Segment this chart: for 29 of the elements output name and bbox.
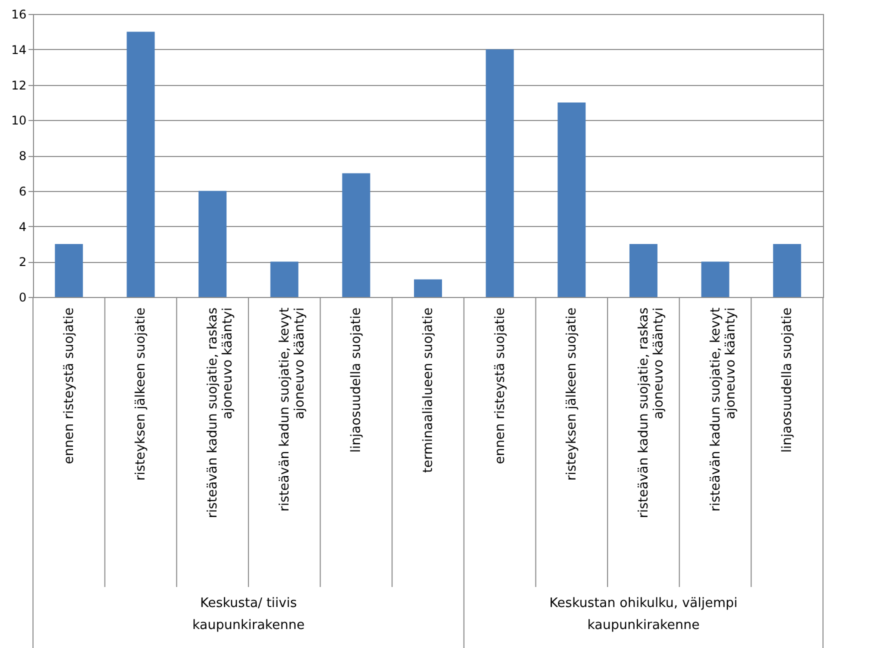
y-tick-label: 10 xyxy=(11,114,26,128)
x-tick-label: terminaalialueen suojatie xyxy=(421,308,436,473)
x-tick-label: ennen risteystä suojatie xyxy=(62,308,77,464)
x-tick-label: linjaosuudella suojatie xyxy=(780,308,796,453)
bar xyxy=(54,244,83,297)
x-tick-label: ennen risteystä suojatie xyxy=(492,308,508,464)
y-tick-label: 8 xyxy=(18,149,26,163)
y-tick-label: 6 xyxy=(18,184,26,198)
bar xyxy=(342,173,370,297)
text: Keskusta/ tiivis kaupunkirakenne xyxy=(192,596,305,633)
bar xyxy=(558,102,586,297)
x-tick-label: risteyksen jälkeen suojatie xyxy=(564,308,580,481)
bar xyxy=(126,32,155,297)
y-tick-label: 2 xyxy=(18,255,26,270)
y-tick-label: 16 xyxy=(11,8,26,22)
bar xyxy=(773,244,802,297)
bar xyxy=(486,49,514,297)
x-tick-label: risteyksen jälkeen suojatie xyxy=(134,308,149,481)
y-tick-label: 12 xyxy=(11,78,26,92)
y-tick-label: 4 xyxy=(18,220,26,234)
bar xyxy=(270,262,298,297)
bar xyxy=(198,190,227,297)
bar xyxy=(629,244,658,297)
y-tick-label: 0 xyxy=(18,290,26,304)
y-tick-label: 14 xyxy=(11,42,26,57)
x-tick-label: linjaosuudella suojatie xyxy=(349,308,364,453)
bar xyxy=(701,262,730,297)
bar xyxy=(414,279,442,297)
text: Keskustan ohikulku, väljempi kaupunkirakenne xyxy=(549,596,738,633)
